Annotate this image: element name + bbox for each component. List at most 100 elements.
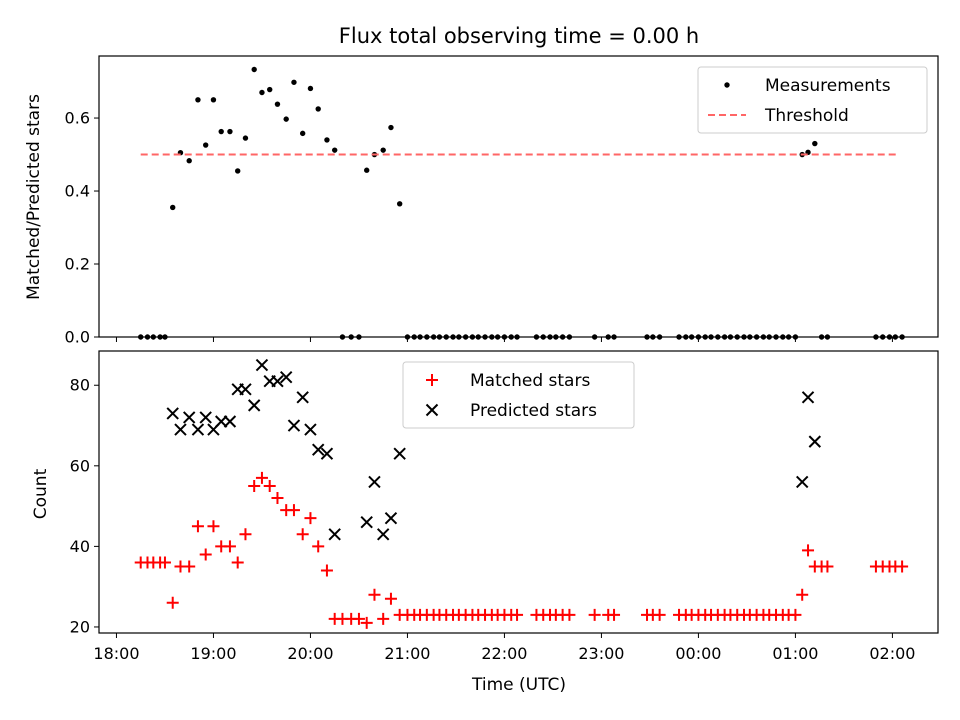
predicted-stars-point [368,475,381,489]
predicted-stars-point [393,447,406,460]
matched-stars-point [207,520,220,533]
y-tick-label: 60 [70,456,90,475]
matched-stars-point [368,588,381,601]
predicted-stars-point [223,415,237,428]
axes-frame [98,350,939,634]
predicted-stars-point [360,516,373,529]
measurement-point [315,106,321,112]
matched-stars-point [231,556,244,569]
legend-label: Threshold [764,106,849,126]
predicted-stars-point [304,423,317,436]
measurement-point [324,137,330,143]
legend: Measurements Threshold [697,66,928,134]
measurement-point [388,124,394,131]
predicted-stars-point [328,528,341,541]
legend-measurement-swatch [724,82,730,88]
series-1-1 [166,358,822,541]
matched-stars-point [352,612,365,625]
legend-box [402,361,635,429]
predicted-stars-point [271,375,284,388]
top-subplot: 0.0 0.2 0.4 0.6 Measurements Threshold [65,55,939,347]
predicted-stars-point [174,423,187,436]
y-tick-label: 0.2 [65,255,90,274]
top-y-axis-label: Matched/Predicted stars [24,94,44,300]
matched-stars-point [384,592,397,605]
y-tick-label: 0.6 [65,109,90,128]
matched-stars-point [320,564,333,577]
matched-stars-point [312,540,325,553]
matched-stars-point [511,608,524,621]
measurement-point [242,135,249,141]
legend-box [697,66,928,134]
series-1-0 [134,471,909,629]
measurement-point [202,142,209,148]
matched-stars-point [166,596,179,609]
measurement-point [364,167,370,173]
bottom-y-axis-label: Count [31,468,51,519]
matched-stars-point [821,560,834,573]
matched-stars-point [199,548,212,561]
predicted-stars-point [255,358,269,372]
matched-stars-point [304,512,317,525]
matched-stars-point [183,560,196,573]
measurement-point [274,101,281,107]
x-tick-label: 22:00 [481,644,527,663]
predicted-stars-point [191,423,205,436]
x-tick-label: 19:00 [190,644,236,663]
legend: Matched stars Predicted stars [402,361,635,429]
matched-stars-point [239,528,252,541]
measurement-point [227,128,233,135]
measurement-point [170,204,176,211]
matched-stars-point [191,520,204,533]
matched-stars-point [223,540,236,553]
matched-stars-point [896,560,909,573]
measurement-point [307,85,314,92]
legend-label: Predicted stars [470,401,597,421]
predicted-stars-point [239,383,252,396]
predicted-stars-point [182,411,196,424]
y-tick-label: 20 [70,617,90,636]
axes-frame [98,55,939,338]
measurement-point [299,130,306,137]
predicted-stars-point [376,528,390,541]
x-tick-label: 02:00 [869,644,915,663]
x-tick-label: 23:00 [578,644,624,663]
matched-stars-point [377,612,390,625]
legend-label: Measurements [765,76,891,96]
predicted-stars-point [279,370,293,384]
measurement-point [812,140,818,147]
matched-stars-point [802,544,815,557]
predicted-stars-point [808,435,822,448]
predicted-stars-point [311,443,325,456]
measurement-point [235,168,241,174]
chart-title: Flux total observing time = 0.00 h [339,24,699,48]
predicted-stars-point [166,407,179,420]
predicted-stars-point [801,391,815,404]
measurement-point [283,116,289,122]
matched-stars-point [360,616,373,629]
x-tick-label: 20:00 [287,644,333,663]
predicted-stars-point [384,511,398,525]
measurement-point [259,89,265,96]
measurement-point [251,66,257,73]
matched-stars-point [271,492,284,505]
matched-stars-point [563,608,576,621]
y-tick-label: 0.0 [65,328,90,347]
measurement-point [291,79,297,85]
predicted-stars-point [247,399,261,412]
measurement-point [267,86,273,93]
measurement-point [210,97,217,103]
x-tick-label: 00:00 [675,644,721,663]
y-tick-label: 80 [70,376,90,395]
measurement-point [331,147,338,153]
matched-stars-point [653,608,666,621]
measurement-point [396,201,403,207]
matched-stars-point [158,556,171,569]
measurement-point [195,97,201,103]
x-tick-label: 18:00 [93,644,139,663]
legend-predicted-swatch [425,403,439,417]
bottom-subplot: 20 40 60 80 18:00 19:00 20:00 21:00 22:00 23:00 00… [70,350,939,663]
legend-matched-swatch [426,374,438,386]
matched-stars-point [789,608,802,621]
